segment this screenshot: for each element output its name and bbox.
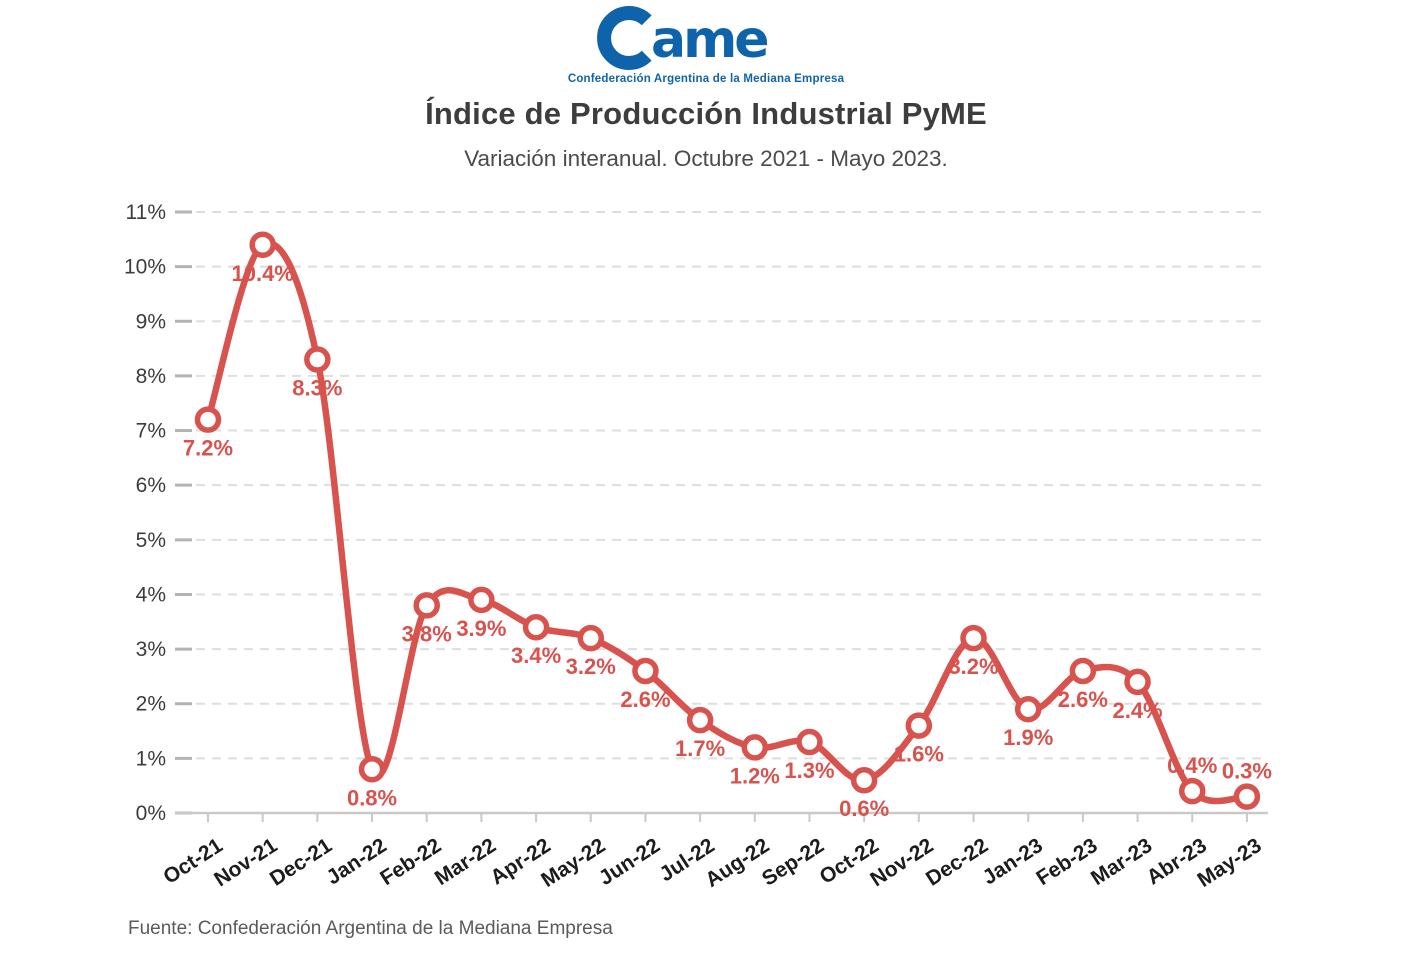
data-point-marker xyxy=(577,624,605,652)
data-point-marker xyxy=(632,657,659,685)
x-tick-label: Dec-21 xyxy=(266,834,337,891)
data-point-label: 0.8% xyxy=(347,785,397,810)
x-tick-label: Mar-23 xyxy=(1087,834,1156,890)
y-tick-label: 1% xyxy=(136,747,166,770)
data-point-marker xyxy=(1124,668,1151,696)
source-note: Fuente: Confederación Argentina de la Me… xyxy=(128,918,613,939)
x-tick-label: May-22 xyxy=(537,834,609,892)
data-point-label: 3.9% xyxy=(456,616,506,641)
x-tick-label: Nov-21 xyxy=(210,834,282,892)
data-point-label: 1.2% xyxy=(730,763,780,788)
came-logo: ame Confederación Argentina de la Median… xyxy=(0,4,1412,85)
y-tick-label: 5% xyxy=(136,529,166,552)
x-tick-label: Feb-22 xyxy=(376,834,445,890)
data-point-marker xyxy=(413,592,440,619)
data-point-label: 1.6% xyxy=(894,742,944,767)
data-point-marker xyxy=(1014,695,1042,723)
x-tick-label: Sep-22 xyxy=(758,834,828,891)
data-point-marker xyxy=(358,756,386,783)
y-tick-label: 6% xyxy=(136,474,166,497)
came-logo-icon: ame xyxy=(596,6,770,70)
data-point-marker xyxy=(194,406,222,433)
y-tick-label: 8% xyxy=(136,365,166,388)
x-tick-label: Mar-22 xyxy=(431,834,500,890)
chart-subtitle: Variación interanual. Octubre 2021 - May… xyxy=(464,146,948,171)
data-point-label: 0.4% xyxy=(1167,753,1217,778)
y-tick-label: 4% xyxy=(136,583,166,606)
data-point-marker xyxy=(796,728,823,756)
data-point-label: 3.4% xyxy=(511,643,561,668)
x-tick-label: Jun-22 xyxy=(595,834,664,890)
data-point-label: 8.3% xyxy=(292,376,342,401)
y-tick-label: 10% xyxy=(124,256,166,279)
data-point-marker xyxy=(850,766,878,794)
came-logo-c-icon xyxy=(596,6,652,70)
came-logo-wordmark: ame xyxy=(651,10,767,70)
data-point-label: 2.6% xyxy=(620,687,670,712)
y-tick-label: 2% xyxy=(136,693,166,716)
data-point-label: 3.8% xyxy=(402,621,452,646)
logo-tagline: Confederación Argentina de la Mediana Em… xyxy=(567,73,845,85)
y-tick-label: 0% xyxy=(136,802,166,825)
data-point-label: 0.3% xyxy=(1222,759,1272,784)
x-tick-label: Dec-22 xyxy=(922,834,992,891)
x-tick-label: Aug-22 xyxy=(701,834,773,892)
x-tick-label: May-23 xyxy=(1193,834,1265,892)
data-point-label: 2.4% xyxy=(1112,698,1162,723)
data-point-label: 7.2% xyxy=(183,436,233,461)
data-point-marker xyxy=(249,231,276,259)
y-tick-label: 7% xyxy=(136,420,166,443)
trend-line xyxy=(204,240,1251,805)
data-point-label: 1.3% xyxy=(784,758,834,783)
data-point-marker xyxy=(1233,783,1261,810)
data-point-marker xyxy=(1178,777,1206,805)
data-point-label: 2.6% xyxy=(1058,687,1108,712)
x-tick-label: Nov-22 xyxy=(866,834,937,891)
data-point-marker xyxy=(1069,657,1097,685)
y-tick-label: 3% xyxy=(136,638,166,661)
data-point-marker xyxy=(960,624,987,652)
data-point-marker xyxy=(522,613,550,641)
data-point-marker xyxy=(304,346,331,373)
x-tick-label: Feb-23 xyxy=(1032,834,1101,890)
data-point-marker xyxy=(905,712,933,739)
x-tick-label: Jan-22 xyxy=(322,834,390,890)
x-tick-label: Jan-23 xyxy=(979,834,1047,890)
data-point-marker xyxy=(741,734,769,761)
data-point-marker xyxy=(686,706,714,734)
page-title: Índice de Producción Industrial PyME xyxy=(425,96,987,131)
data-point-label: 3.2% xyxy=(948,654,998,679)
data-point-label: 0.6% xyxy=(839,796,889,821)
y-tick-label: 9% xyxy=(136,310,166,333)
y-tick-label: 11% xyxy=(126,201,166,224)
data-point-label: 10.4% xyxy=(231,261,293,286)
data-point-label: 1.7% xyxy=(675,736,725,761)
data-point-marker xyxy=(468,586,495,614)
data-point-label: 1.9% xyxy=(1003,725,1053,750)
data-point-label: 3.2% xyxy=(566,654,616,679)
